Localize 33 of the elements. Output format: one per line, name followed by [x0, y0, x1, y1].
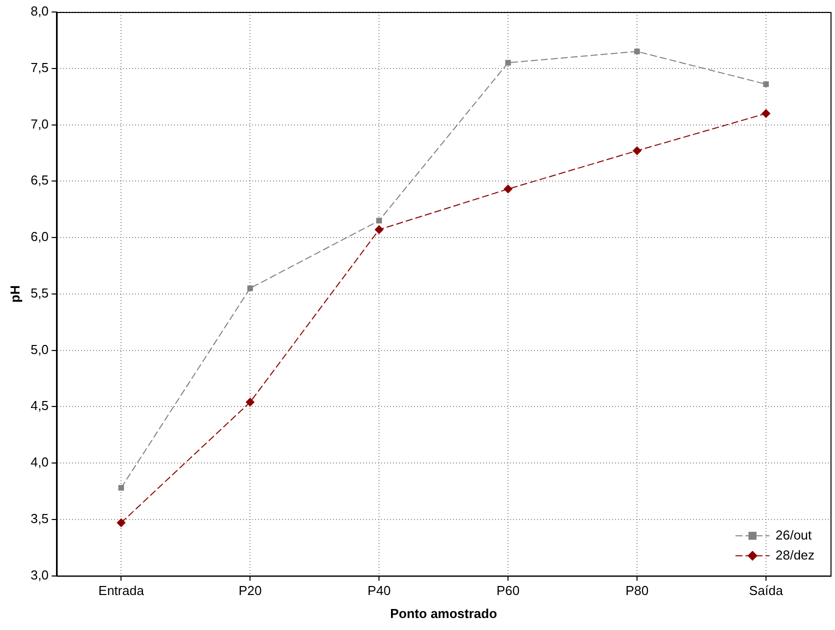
- x-tick-label: P60: [496, 583, 520, 598]
- point: [632, 146, 642, 156]
- point: [763, 81, 769, 87]
- legend-label: 26/out: [776, 527, 812, 542]
- point: [505, 60, 511, 66]
- x-tick-label: P20: [238, 583, 262, 598]
- point: [762, 108, 771, 118]
- y-tick-label: 4,0: [30, 454, 49, 470]
- y-tick-label: 6,0: [30, 229, 49, 244]
- y-tick-label: 7,5: [30, 60, 49, 75]
- point: [374, 225, 384, 234]
- x-tick-label: Saída: [749, 583, 784, 598]
- y-axis-title: pH: [7, 285, 22, 303]
- point: [118, 485, 124, 491]
- point: [116, 518, 126, 528]
- y-tick-label: 5,0: [30, 342, 49, 357]
- x-tick-label: Entrada: [98, 583, 145, 598]
- y-tick-label: 4,5: [30, 398, 49, 414]
- point: [634, 48, 640, 54]
- x-tick-label: P80: [625, 583, 649, 598]
- y-tick-label: 5,5: [30, 285, 49, 300]
- point: [246, 398, 255, 407]
- legend-label: 28/dez: [776, 547, 815, 562]
- y-tick-label: 3,5: [30, 511, 49, 526]
- x-axis-title: Ponto amostrado: [390, 606, 498, 621]
- point: [504, 184, 513, 194]
- x-tick-label: P40: [368, 583, 391, 598]
- y-tick-label: 3,0: [30, 567, 49, 582]
- y-tick-label: 7,0: [30, 116, 49, 132]
- y-tick-label: 8,0: [30, 4, 49, 19]
- y-tick-label: 6,5: [30, 172, 49, 188]
- point: [376, 218, 382, 224]
- point: [247, 285, 253, 292]
